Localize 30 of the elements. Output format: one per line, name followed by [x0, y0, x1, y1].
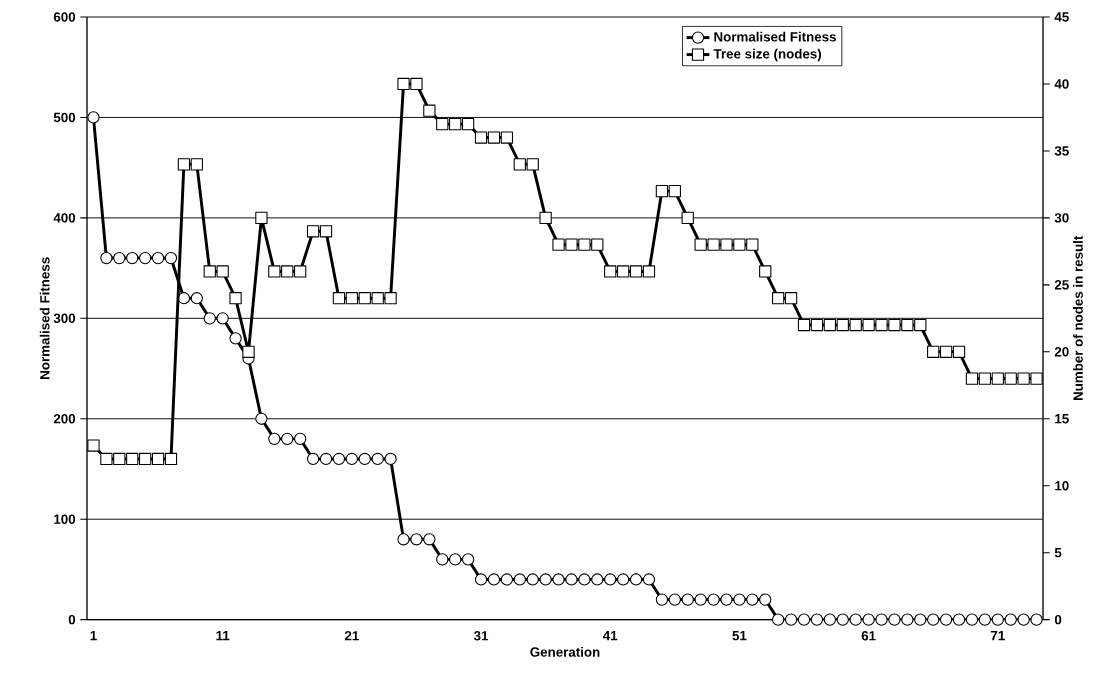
x-axis-title: Generation: [530, 647, 600, 657]
y2-axis-title: Number of nodes in result: [1073, 236, 1083, 401]
y2-tick-label: 5: [1054, 548, 1062, 558]
x-tick-label: 21: [344, 631, 359, 641]
y2-tick-label: 10: [1055, 481, 1069, 491]
y-tick-label: 400: [53, 213, 76, 223]
y2-tick-label: 45: [1054, 12, 1069, 22]
y2-tick-label: 15: [1055, 414, 1069, 424]
y-axis-title: Normalised Fitness: [39, 257, 50, 380]
y-tick-label: 100: [54, 514, 76, 525]
x-tick-label: 71: [990, 631, 1005, 641]
x-tick-label: 11: [216, 631, 230, 641]
y-tick-label: 0: [68, 615, 76, 625]
y2-tick-label: 35: [1054, 146, 1069, 156]
y2-tick-label: 20: [1054, 347, 1069, 357]
x-tick-label: 1: [90, 631, 97, 641]
x-tick-label: 41: [603, 631, 618, 641]
y2-tick-label: 0: [1054, 615, 1062, 625]
y-tick-label: 300: [53, 313, 76, 324]
y-tick-label: 200: [53, 414, 76, 424]
x-tick-label: 31: [473, 631, 489, 641]
y2-tick-label: 40: [1054, 79, 1069, 89]
x-tick-label: 61: [861, 631, 876, 641]
y2-tick-label: 30: [1054, 213, 1069, 223]
y-tick-label: 600: [53, 12, 76, 22]
legend-label: Tree size (nodes): [713, 48, 822, 62]
x-tick-label: 51: [732, 631, 747, 641]
legend-label: Normalised Fitness: [714, 31, 836, 42]
y-tick-label: 500: [53, 112, 76, 123]
y2-tick-label: 25: [1054, 280, 1069, 290]
